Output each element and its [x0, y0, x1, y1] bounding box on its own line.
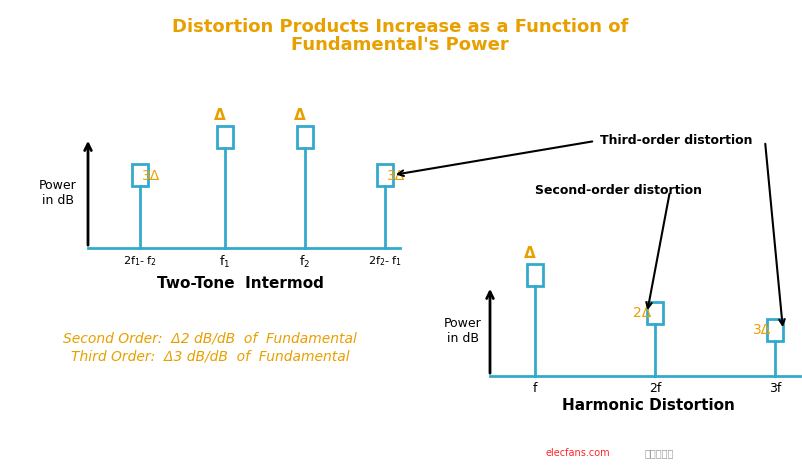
Text: Power
in dB: Power in dB [39, 179, 77, 207]
Text: f: f [533, 382, 537, 395]
Text: 电子发烧友: 电子发烧友 [645, 448, 674, 458]
Text: Second-order distortion: Second-order distortion [535, 185, 702, 198]
Text: Harmonic Distortion: Harmonic Distortion [561, 398, 735, 413]
Text: 2f$_2$- f$_1$: 2f$_2$- f$_1$ [368, 254, 402, 268]
Text: 2f$_1$- f$_2$: 2f$_1$- f$_2$ [123, 254, 157, 268]
Text: 3Δ: 3Δ [142, 169, 160, 183]
Text: Distortion Products Increase as a Function of: Distortion Products Increase as a Functi… [172, 18, 628, 36]
Text: 3Δ: 3Δ [387, 169, 405, 183]
Text: Δ: Δ [294, 108, 306, 123]
Text: 2Δ: 2Δ [633, 306, 651, 320]
Bar [647, 302, 663, 324]
Text: Third Order:  Δ3 dB/dB  of  Fundamental: Third Order: Δ3 dB/dB of Fundamental [71, 349, 350, 363]
Bar [767, 319, 783, 341]
Text: f$_1$: f$_1$ [220, 254, 231, 270]
Text: 3Δ: 3Δ [753, 323, 772, 337]
Bar [527, 264, 543, 286]
Text: 2f: 2f [649, 382, 661, 395]
Text: Δ: Δ [214, 108, 226, 123]
Text: Third-order distortion: Third-order distortion [600, 135, 752, 148]
Bar [217, 126, 233, 148]
Text: 3f: 3f [769, 382, 781, 395]
Text: Two-Tone  Intermod: Two-Tone Intermod [156, 276, 323, 291]
Bar [297, 126, 313, 148]
Text: Power
in dB: Power in dB [444, 317, 482, 345]
Text: f$_2$: f$_2$ [299, 254, 310, 270]
Bar [132, 164, 148, 186]
Bar [377, 164, 393, 186]
Text: Fundamental's Power: Fundamental's Power [291, 36, 509, 54]
Text: Second Order:  Δ2 dB/dB  of  Fundamental: Second Order: Δ2 dB/dB of Fundamental [63, 331, 357, 345]
Text: Δ: Δ [525, 246, 536, 261]
Text: elecfans.com: elecfans.com [545, 448, 610, 458]
